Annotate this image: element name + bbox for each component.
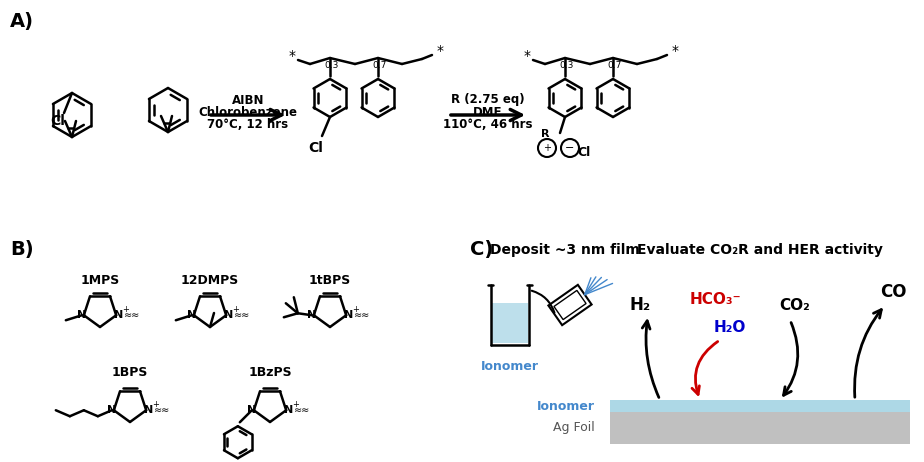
Text: N: N [78, 310, 87, 320]
Text: ≈≈: ≈≈ [154, 405, 170, 415]
Text: Cl: Cl [51, 114, 66, 128]
Text: *: * [436, 44, 444, 58]
Text: 1BzPS: 1BzPS [249, 366, 292, 379]
FancyBboxPatch shape [610, 412, 910, 444]
FancyBboxPatch shape [492, 303, 528, 343]
Text: +: + [232, 305, 238, 314]
Text: Cl: Cl [578, 146, 590, 158]
Text: Ionomer: Ionomer [481, 360, 539, 373]
Text: *: * [672, 44, 678, 58]
Text: ≈≈: ≈≈ [354, 310, 371, 320]
Text: 70°C, 12 hrs: 70°C, 12 hrs [207, 117, 288, 130]
Text: +: + [543, 143, 551, 153]
Text: HCO₃⁻: HCO₃⁻ [689, 292, 741, 308]
Text: N: N [344, 310, 353, 320]
Text: N: N [307, 310, 316, 320]
Text: −: − [565, 143, 575, 153]
Text: H₂: H₂ [629, 296, 650, 314]
Text: +: + [152, 400, 159, 409]
Text: N: N [188, 310, 197, 320]
Text: Cl: Cl [309, 141, 323, 155]
Text: ≈≈: ≈≈ [294, 405, 310, 415]
Text: *: * [524, 49, 530, 63]
Text: +: + [292, 400, 298, 409]
Text: Ionomer: Ionomer [537, 400, 595, 413]
Text: Deposit ~3 nm film: Deposit ~3 nm film [490, 243, 640, 257]
Text: 1BPS: 1BPS [112, 366, 148, 379]
FancyBboxPatch shape [610, 400, 910, 412]
Text: 0.7: 0.7 [372, 61, 387, 71]
Text: 0.3: 0.3 [560, 61, 574, 71]
Text: 1tBPS: 1tBPS [309, 274, 351, 286]
Text: Chlorobenzene: Chlorobenzene [199, 105, 298, 118]
Text: +: + [352, 305, 359, 314]
Text: ≈≈: ≈≈ [124, 310, 140, 320]
Text: 0.3: 0.3 [325, 61, 339, 71]
Text: H₂O: H₂O [714, 321, 747, 335]
Text: N: N [114, 310, 123, 320]
Text: B): B) [10, 240, 33, 259]
Text: Evaluate CO₂R and HER activity: Evaluate CO₂R and HER activity [637, 243, 883, 257]
Text: A): A) [10, 12, 34, 31]
Text: 110°C, 46 hrs: 110°C, 46 hrs [444, 117, 533, 130]
Text: N: N [143, 405, 152, 415]
Text: CO: CO [880, 283, 906, 301]
Text: Ag Foil: Ag Foil [553, 421, 595, 434]
Text: N: N [107, 405, 116, 415]
Text: *: * [288, 49, 296, 63]
Text: +: + [122, 305, 128, 314]
Text: 1MPS: 1MPS [80, 274, 119, 286]
Text: N: N [284, 405, 293, 415]
Text: 12DMPS: 12DMPS [181, 274, 239, 286]
Text: CO₂: CO₂ [780, 298, 810, 312]
Text: R: R [541, 129, 549, 139]
Text: 0.7: 0.7 [608, 61, 622, 71]
Text: N: N [248, 405, 257, 415]
Text: R (2.75 eq): R (2.75 eq) [451, 93, 525, 107]
Text: DMF: DMF [473, 105, 503, 118]
Text: ≈≈: ≈≈ [234, 310, 250, 320]
Text: C): C) [470, 240, 493, 259]
Text: AIBN: AIBN [232, 93, 264, 107]
Text: N: N [224, 310, 233, 320]
